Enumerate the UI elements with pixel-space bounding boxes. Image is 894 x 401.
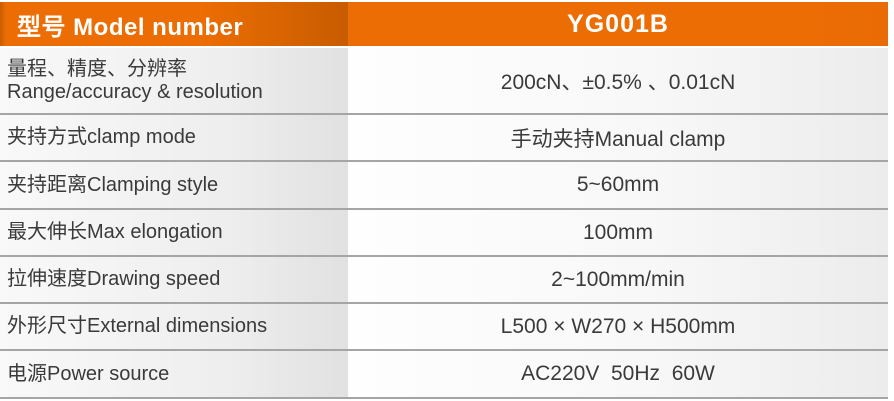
- spec-row-clamp-mode: 夹持方式clamp mode 手动夹持Manual clamp: [0, 115, 888, 162]
- spec-row-drawing-speed: 拉伸速度Drawing speed 2~100mm/min: [0, 257, 888, 304]
- table-header-row: 型号 Model number YG001B: [0, 2, 888, 48]
- row-label: 夹持方式clamp mode: [0, 115, 348, 160]
- spec-row-clamping-style: 夹持距离Clamping style 5~60mm: [0, 162, 888, 210]
- row-label: 最大伸长Max elongation: [0, 210, 348, 255]
- row-value: 200cN、±0.5% 、0.01cN: [348, 48, 888, 113]
- header-model-number-cell: YG001B: [348, 2, 888, 48]
- spec-row-range-accuracy: 量程、精度、分辨率 Range/accuracy & resolution 20…: [0, 48, 888, 115]
- spec-row-external-dimensions: 外形尺寸External dimensions L500 × W270 × H5…: [0, 304, 888, 351]
- row-value: 2~100mm/min: [348, 257, 888, 302]
- row-label: 电源Power source: [0, 351, 348, 397]
- header-model-label: 型号 Model number: [17, 13, 244, 41]
- row-value: L500 × W270 × H500mm: [348, 304, 888, 349]
- spec-row-max-elongation: 最大伸长Max elongation 100mm: [0, 210, 888, 257]
- model-number: YG001B: [567, 9, 669, 38]
- row-value: 5~60mm: [348, 162, 888, 208]
- row-value: AC220V 50Hz 60W: [348, 351, 888, 397]
- header-model-label-cell: 型号 Model number: [0, 2, 348, 48]
- row-label: 量程、精度、分辨率 Range/accuracy & resolution: [0, 48, 348, 113]
- row-label: 外形尺寸External dimensions: [0, 304, 348, 349]
- row-label: 夹持距离Clamping style: [0, 162, 348, 208]
- row-label: 拉伸速度Drawing speed: [0, 257, 348, 302]
- spec-row-power-source: 电源Power source AC220V 50Hz 60W: [0, 351, 888, 399]
- row-value: 100mm: [348, 210, 888, 255]
- row-value: 手动夹持Manual clamp: [348, 115, 888, 160]
